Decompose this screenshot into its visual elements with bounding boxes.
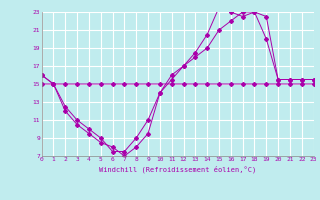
X-axis label: Windchill (Refroidissement éolien,°C): Windchill (Refroidissement éolien,°C) <box>99 165 256 173</box>
